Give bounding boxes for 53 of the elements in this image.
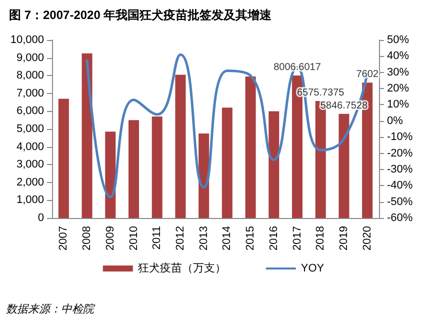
y2-tick-label: 0% xyxy=(387,114,404,127)
x-tick-label: 2019 xyxy=(338,226,350,250)
x-tick-label: 2011 xyxy=(151,226,164,250)
y2-tick-label: -50% xyxy=(387,196,413,208)
y2-tick-label: 10% xyxy=(387,98,410,111)
x-tick-label: 2008 xyxy=(81,226,94,250)
source-note: 数据来源：中检院 xyxy=(6,302,96,316)
y2-tick-label: -10% xyxy=(387,131,413,144)
x-tick-label: 2014 xyxy=(221,226,234,250)
legend-label: 狂犬疫苗（万支） xyxy=(138,262,226,274)
bar xyxy=(58,98,69,218)
bar xyxy=(245,76,256,218)
x-tick-label: 2015 xyxy=(244,226,257,250)
y-tick-label: 1,000 xyxy=(16,194,44,206)
y-tick-label: 3,000 xyxy=(16,158,44,171)
y2-tick-label: 30% xyxy=(387,66,410,78)
x-tick-label: 2020 xyxy=(361,226,374,250)
y-tick-label: 8,000 xyxy=(16,70,44,82)
x-tick-label: 2007 xyxy=(58,226,70,250)
x-tick-label: 2012 xyxy=(174,226,186,250)
chart-title: 图 7：2007-2020 年我国狂犬疫苗批签发及其增速 xyxy=(9,8,273,22)
x-tick-label: 2009 xyxy=(104,226,116,250)
y2-tick-label: -40% xyxy=(387,180,413,192)
y-tick-label: 9,000 xyxy=(16,52,44,64)
bar xyxy=(338,114,350,218)
x-tick-label: 2010 xyxy=(128,226,140,250)
y-tick-label: 2,000 xyxy=(16,176,44,188)
x-tick-label: 2016 xyxy=(268,226,280,250)
y2-tick-label: 50% xyxy=(387,34,410,46)
bar xyxy=(105,132,116,218)
y-tick-label: 7,000 xyxy=(16,87,44,100)
y2-tick-label: -20% xyxy=(387,147,413,160)
bar xyxy=(175,74,186,218)
bar xyxy=(198,133,210,218)
bar xyxy=(222,108,232,218)
bar xyxy=(128,120,140,218)
y2-tick-label: -60% xyxy=(387,212,413,224)
y-tick-label: 0 xyxy=(38,212,44,224)
x-tick-label: 2018 xyxy=(314,226,327,250)
y2-tick-label: -30% xyxy=(387,163,413,176)
y2-tick-label: 20% xyxy=(387,82,410,95)
data-label: 8006.6017 xyxy=(274,62,322,73)
bar xyxy=(152,116,162,218)
legend-label: YOY xyxy=(300,262,325,274)
bar xyxy=(82,53,92,218)
bar xyxy=(268,111,280,218)
y-tick-label: 10,000 xyxy=(10,34,44,46)
y-tick-label: 4,000 xyxy=(16,140,44,153)
x-tick-label: 2013 xyxy=(198,226,210,250)
y2-tick-label: 40% xyxy=(387,50,410,62)
x-tick-label: 2017 xyxy=(291,226,304,250)
y-tick-label: 5,000 xyxy=(16,123,44,135)
y-tick-label: 6,000 xyxy=(16,105,44,118)
